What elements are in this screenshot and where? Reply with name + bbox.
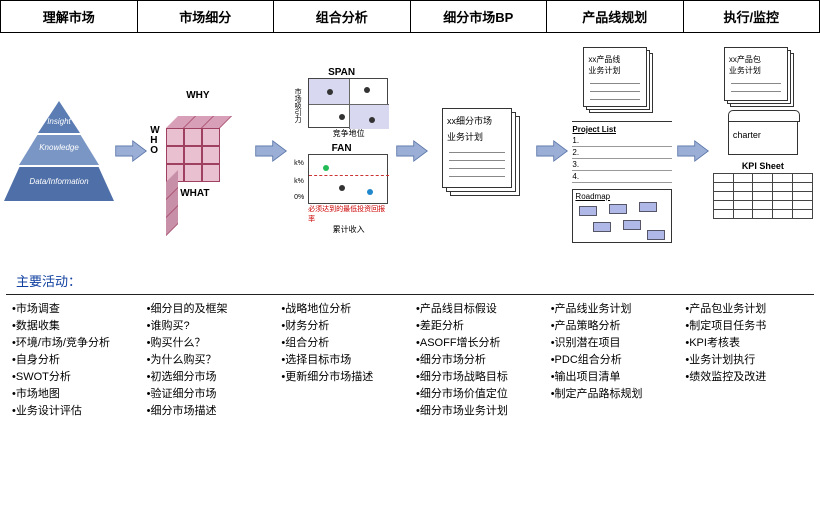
activity-item: PDC组合分析: [551, 352, 674, 369]
activity-item: 产品线目标假设: [416, 301, 539, 318]
activities-title: 主要活动：: [0, 263, 820, 294]
stage-product-line: xx产品线 业务计划 Project List 1. 2. 3. 4. Road…: [569, 43, 675, 259]
arrow-icon: [535, 139, 569, 163]
diagram-row: Insight Knowledge Data/Information WHY W…: [0, 33, 820, 263]
activity-item: 财务分析: [281, 318, 404, 335]
activity-item: 细分目的及框架: [147, 301, 270, 318]
activity-item: 细分市场分析: [416, 352, 539, 369]
charter-icon: charter: [728, 117, 798, 155]
header-cell-2: 市场细分: [138, 1, 275, 32]
activity-item: 数据收集: [12, 318, 135, 335]
fan-redtext: 必须达到的最低投资回报率: [308, 204, 389, 224]
stage-segment-bp: xx细分市场 业务计划: [429, 43, 535, 259]
act-col-1: 市场调查数据收集环境/市场/竞争分析自身分析SWOT分析市场地图业务设计评估: [6, 301, 141, 420]
activity-item: 业务设计评估: [12, 403, 135, 420]
activity-item: 更新细分市场描述: [281, 369, 404, 386]
doc-pl-l1: xx产品线: [588, 54, 642, 65]
activity-item: 战略地位分析: [281, 301, 404, 318]
activity-item: 差距分析: [416, 318, 539, 335]
roadmap-icon: Roadmap: [572, 189, 672, 243]
pyramid-bot-label: Data/Information: [4, 177, 114, 186]
doc-pkg-l1: xx产品包: [729, 54, 783, 65]
doc-bp-l2: 业务计划: [447, 131, 507, 144]
activity-item: 制定项目任务书: [685, 318, 808, 335]
activity-item: 识别潜在项目: [551, 335, 674, 352]
cube-why-label: WHY: [186, 90, 209, 101]
pyramid-top-label: Insight: [4, 117, 114, 126]
stage-portfolio: SPAN 市场吸引力 竞争地位: [288, 43, 394, 259]
activity-item: 细分市场描述: [147, 403, 270, 420]
stage-execution: xx产品包 业务计划 charter KPI Sheet: [710, 43, 816, 259]
kpi-title: KPI Sheet: [742, 161, 784, 171]
activity-item: 产品策略分析: [551, 318, 674, 335]
document-stack-icon: xx产品线 业务计划: [583, 47, 661, 117]
activity-item: 选择目标市场: [281, 352, 404, 369]
activity-item: 初选细分市场: [147, 369, 270, 386]
activity-item: KPI考核表: [685, 335, 808, 352]
fan-title: FAN: [294, 143, 389, 154]
fan-chart: FAN k% k% 0% 必须达到的最低投资回报率 累计收入: [294, 143, 389, 235]
activity-item: 输出项目清单: [551, 369, 674, 386]
act-col-6: 产品包业务计划制定项目任务书KPI考核表业务计划执行绩效监控及改进: [679, 301, 814, 420]
activity-item: 为什么购买？: [147, 352, 270, 369]
act-col-4: 产品线目标假设差距分析ASOFF增长分析细分市场分析细分市场战略目标细分市场价值…: [410, 301, 545, 420]
span-ylabel: 市场吸引力: [292, 88, 302, 123]
header-row: 理解市场 市场细分 组合分析 细分市场BP 产品线规划 执行/监控: [0, 0, 820, 33]
act-col-2: 细分目的及框架谁购买?购买什么？为什么购买？初选细分市场验证细分市场细分市场描述: [141, 301, 276, 420]
activities-row: 市场调查数据收集环境/市场/竞争分析自身分析SWOT分析市场地图业务设计评估 细…: [0, 301, 820, 430]
activity-item: 环境/市场/竞争分析: [12, 335, 135, 352]
activity-item: 市场地图: [12, 386, 135, 403]
document-stack-icon: xx细分市场 业务计划: [442, 108, 522, 194]
span-chart: SPAN 市场吸引力 竞争地位: [294, 67, 389, 139]
activity-item: 组合分析: [281, 335, 404, 352]
divider: [6, 294, 814, 295]
activity-item: 购买什么？: [147, 335, 270, 352]
project-list-title: Project List: [572, 124, 672, 135]
activity-item: 细分市场业务计划: [416, 403, 539, 420]
pyramid-mid-label: Knowledge: [4, 143, 114, 152]
cube-icon: WHY WHO WHAT: [156, 96, 246, 206]
kpi-table-icon: [713, 173, 813, 219]
stage-understand-market: Insight Knowledge Data/Information: [4, 43, 114, 259]
activity-item: 谁购买?: [147, 318, 270, 335]
charter-label: charter: [733, 130, 761, 140]
activity-item: 验证细分市场: [147, 386, 270, 403]
stage-segmentation: WHY WHO WHAT: [148, 43, 254, 259]
span-title: SPAN: [294, 67, 389, 78]
act-col-3: 战略地位分析财务分析组合分析选择目标市场更新细分市场描述: [275, 301, 410, 420]
cube-who-label: WHO: [150, 126, 159, 156]
arrow-icon: [254, 139, 288, 163]
act-col-5: 产品线业务计划产品策略分析识别潜在项目PDC组合分析输出项目清单制定产品路标规划: [545, 301, 680, 420]
header-cell-6: 执行/监控: [684, 1, 820, 32]
header-cell-5: 产品线规划: [547, 1, 684, 32]
activity-item: 业务计划执行: [685, 352, 808, 369]
activity-item: 制定产品路标规划: [551, 386, 674, 403]
header-cell-3: 组合分析: [274, 1, 411, 32]
project-list: Project List 1. 2. 3. 4.: [572, 121, 672, 183]
activity-item: 绩效监控及改进: [685, 369, 808, 386]
doc-pl-l2: 业务计划: [588, 65, 642, 76]
header-cell-4: 细分市场BP: [411, 1, 548, 32]
doc-bp-l1: xx细分市场: [447, 115, 507, 128]
activity-item: SWOT分析: [12, 369, 135, 386]
doc-pkg-l2: 业务计划: [729, 65, 783, 76]
pyramid-icon: Insight Knowledge Data/Information: [4, 101, 114, 201]
activity-item: 市场调查: [12, 301, 135, 318]
activity-item: 细分市场价值定位: [416, 386, 539, 403]
activity-item: 产品包业务计划: [685, 301, 808, 318]
span-xlabel: 竞争地位: [308, 128, 389, 139]
arrow-icon: [395, 139, 429, 163]
activity-item: ASOFF增长分析: [416, 335, 539, 352]
activity-item: 自身分析: [12, 352, 135, 369]
header-cell-1: 理解市场: [1, 1, 138, 32]
document-stack-icon: xx产品包 业务计划: [724, 47, 802, 111]
arrow-icon: [114, 139, 148, 163]
activity-item: 细分市场战略目标: [416, 369, 539, 386]
roadmap-title: Roadmap: [575, 192, 610, 201]
arrow-icon: [676, 139, 710, 163]
activity-item: 产品线业务计划: [551, 301, 674, 318]
cube-what-label: WHAT: [180, 188, 209, 199]
fan-xlabel: 累计收入: [308, 224, 389, 235]
